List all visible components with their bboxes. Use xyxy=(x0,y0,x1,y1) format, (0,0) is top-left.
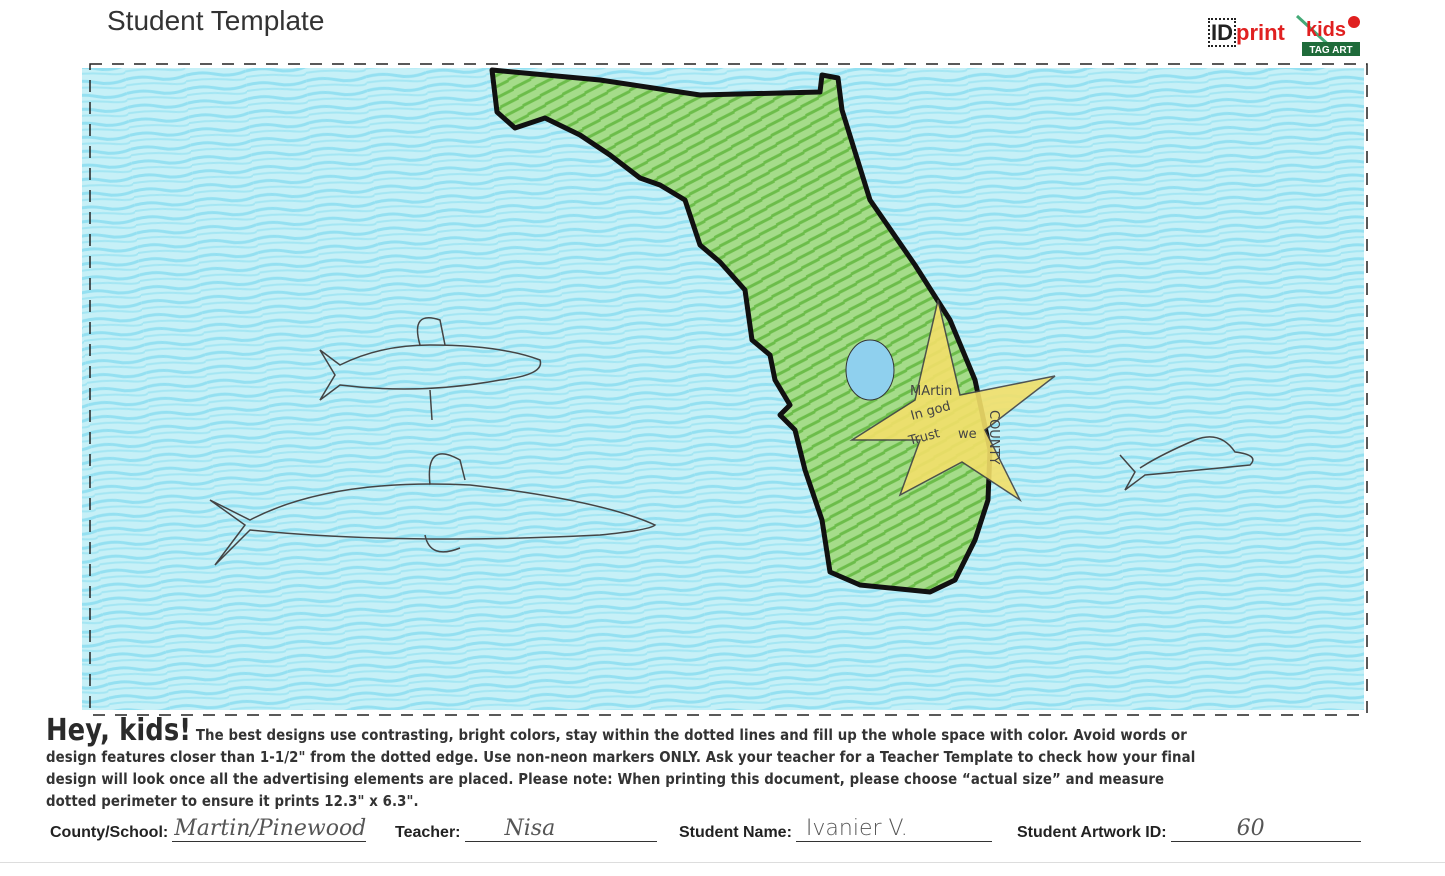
county-school-label: County/School: xyxy=(50,824,169,841)
star-text-we: we xyxy=(958,427,977,442)
page-title: Student Template xyxy=(107,5,325,36)
teacher-field: Teacher: Nisa xyxy=(395,813,657,842)
logo-print: print xyxy=(1236,20,1285,45)
dotted-border xyxy=(89,63,1368,716)
county-school-input[interactable]: Martin/Pinewood xyxy=(172,813,366,842)
hey-kids-heading: Hey, kids! xyxy=(46,713,192,748)
shark-large xyxy=(209,453,657,566)
student-name-label: Student Name: xyxy=(679,824,792,841)
shark-drawings xyxy=(209,317,1254,566)
idprint-logo: ID print xyxy=(1208,18,1285,60)
teacher-label: Teacher: xyxy=(395,824,461,841)
artwork-id-input[interactable]: 60 xyxy=(1170,813,1361,842)
florida-map xyxy=(489,67,993,595)
instructions-text: The best designs use contrasting, bright… xyxy=(46,726,1196,810)
shark-top xyxy=(319,317,542,421)
student-artwork: MArtin COUNTY In god we Trust xyxy=(82,63,1368,716)
student-name-field: Student Name: Ivanier V. xyxy=(679,813,992,842)
artwork-id-label: Student Artwork ID: xyxy=(1017,824,1167,841)
teacher-input[interactable]: Nisa xyxy=(464,813,657,842)
student-name-value: Ivanier V. xyxy=(805,816,908,841)
student-name-input[interactable]: Ivanier V. xyxy=(795,813,992,842)
logo-kids: kids xyxy=(1306,19,1346,41)
star-badge xyxy=(849,299,1056,503)
county-school-field: County/School: Martin/Pinewood xyxy=(50,813,366,842)
kids-tag-art-logo: kids TAG ART xyxy=(1295,14,1360,56)
page-edge xyxy=(0,862,1445,863)
student-info-form: County/School: Martin/Pinewood Teacher: … xyxy=(50,808,1390,842)
instructions: Hey, kids! The best designs use contrast… xyxy=(46,716,1207,812)
county-school-value: Martin/Pinewood xyxy=(174,816,367,841)
shark-small xyxy=(1119,436,1254,491)
logo-tag-art: TAG ART xyxy=(1309,45,1352,56)
artwork-id-value: 60 xyxy=(1236,816,1265,841)
logo-id: ID xyxy=(1208,18,1236,47)
lake-okeechobee xyxy=(845,339,895,401)
star-text-martin: MArtin xyxy=(910,384,952,399)
star-text-county: COUNTY xyxy=(986,410,1001,464)
teacher-value: Nisa xyxy=(504,816,556,841)
artwork-id-field: Student Artwork ID: 60 xyxy=(1017,813,1361,842)
